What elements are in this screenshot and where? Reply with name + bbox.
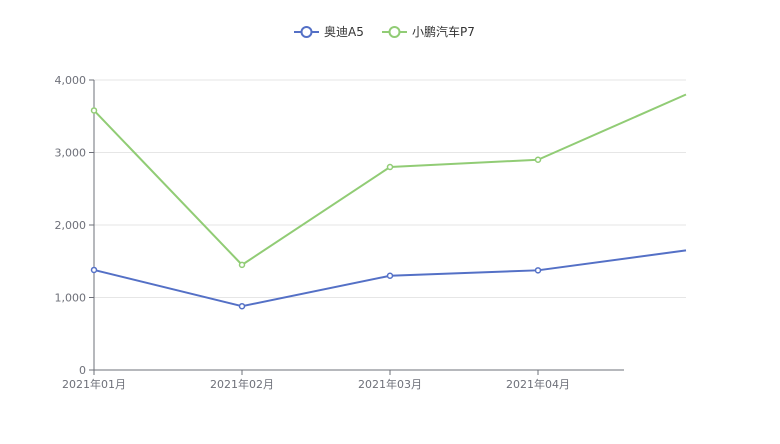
y-tick-label: 2,000: [55, 219, 87, 232]
series-1: [90, 249, 687, 310]
x-tick-label: 2021年04月: [506, 377, 570, 391]
data-point[interactable]: [386, 272, 394, 279]
y-tick-label: 0: [79, 364, 86, 377]
series-2: [90, 93, 687, 269]
legend[interactable]: 奥迪A5 小鹏汽车P7: [294, 24, 475, 39]
y-tick-label: 1,000: [55, 292, 87, 305]
legend-marker-icon: [300, 26, 313, 38]
axes: 0 1,000 2,000 3,000 4,000 2021年01月 2021年02月 202…: [55, 74, 624, 391]
data-point[interactable]: [90, 107, 98, 114]
legend-label: 小鹏汽车P7: [412, 24, 475, 39]
data-point[interactable]: [534, 267, 542, 274]
series-lines: [90, 93, 687, 310]
legend-marker-icon: [388, 26, 401, 38]
data-point[interactable]: [386, 163, 394, 171]
series-line: [93, 93, 687, 266]
data-point[interactable]: [238, 302, 246, 310]
data-point[interactable]: [238, 261, 246, 269]
y-tick-label: 3,000: [55, 147, 87, 160]
data-point[interactable]: [90, 266, 98, 274]
legend-label: 奥迪A5: [324, 25, 364, 39]
grid-lines: [94, 79, 686, 298]
data-point[interactable]: [534, 156, 542, 163]
legend-item-2[interactable]: 小鹏汽车P7: [382, 24, 475, 39]
x-tick-label: 2021年02月: [210, 377, 274, 391]
y-tick-label: 4,000: [55, 74, 87, 87]
x-tick-label: 2021年03月: [358, 377, 422, 391]
x-tick-label: 2021年01月: [62, 377, 126, 391]
legend-item-1[interactable]: 奥迪A5: [294, 25, 364, 39]
